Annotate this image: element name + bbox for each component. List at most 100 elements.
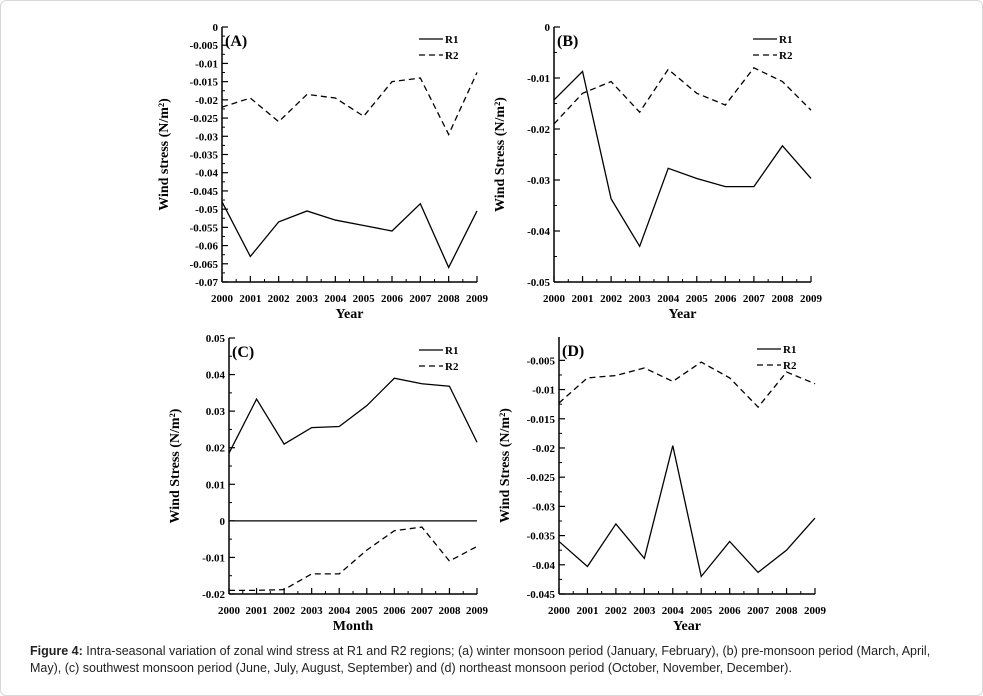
- y-tick-label: -0.015: [190, 77, 219, 89]
- y-tick-label: 0: [545, 22, 551, 34]
- x-tick-label: 2008: [438, 293, 461, 305]
- x-tick-label: 2006: [719, 605, 742, 617]
- x-tick-label: 2005: [686, 293, 709, 305]
- x-tick-label: 2007: [411, 605, 434, 617]
- y-tick-label: -0.02: [527, 124, 550, 136]
- y-tick-label: 0: [213, 22, 219, 34]
- y-tick-label: -0.025: [190, 113, 219, 125]
- legend-label-r1: R1: [445, 345, 458, 357]
- x-tick-label: 2006: [381, 293, 404, 305]
- legend-label-r2: R2: [445, 50, 459, 62]
- legend-label-r1: R1: [445, 34, 458, 46]
- x-axis-label: Month: [333, 619, 374, 634]
- y-tick-label: 0.01: [206, 479, 225, 491]
- legend-label-r2: R2: [779, 50, 793, 62]
- chart-panel-c: 0.05 0.04 0.03 0.02 0.01 0 -0.01 -0.02 2000 2001 2…: [168, 333, 489, 634]
- chart-panel-b: 0 -0.01 -0.02 -0.03 -0.04 -0.05 2000 2001 2002 20…: [493, 22, 823, 322]
- figure-caption: Figure 4: Intra-seasonal variation of zo…: [30, 643, 960, 677]
- x-tick-label: 2005: [690, 605, 713, 617]
- series-line-r2: [553, 66, 812, 125]
- x-tick-label: 2004: [657, 293, 680, 305]
- x-tick-label: 2002: [605, 605, 628, 617]
- x-tick-label: 2003: [296, 293, 319, 305]
- x-tick-label: 2000: [218, 605, 241, 617]
- x-tick-label: 2003: [301, 605, 324, 617]
- x-tick-label: 2000: [211, 293, 234, 305]
- x-tick-label: 2008: [776, 605, 799, 617]
- legend-label-r1: R1: [779, 34, 792, 46]
- x-tick-label: 2001: [246, 605, 268, 617]
- x-tick-label: 2003: [633, 605, 656, 617]
- x-tick-label: 2002: [600, 293, 623, 305]
- y-tick-label: -0.01: [202, 552, 225, 564]
- series-line-r2: [558, 361, 816, 409]
- series-line-r1: [558, 445, 816, 578]
- x-tick-label: 2004: [662, 605, 685, 617]
- chart-panel-d: -0.005 -0.01 -0.015 -0.02 -0.025 -0.03 -0.035 -…: [498, 337, 827, 634]
- legend-label-r2: R2: [445, 361, 459, 373]
- series-line-r2: [229, 526, 478, 591]
- x-tick-label: 2001: [239, 293, 261, 305]
- x-tick-label: 2007: [747, 605, 770, 617]
- y-tick-label: -0.045: [527, 589, 556, 601]
- y-tick-label: -0.03: [195, 131, 218, 143]
- panel-label: (B): [557, 33, 578, 50]
- x-tick-label: 2002: [273, 605, 296, 617]
- y-tick-label: -0.005: [190, 40, 219, 52]
- x-tick-label: 2009: [466, 293, 489, 305]
- y-tick-label: 0.04: [206, 370, 226, 382]
- y-tick-label: -0.065: [190, 259, 219, 271]
- x-axis-label: Year: [669, 307, 697, 322]
- y-tick-label: -0.015: [527, 414, 556, 426]
- x-tick-label: 2003: [629, 293, 652, 305]
- y-tick-label: 0.02: [206, 443, 226, 455]
- y-tick-label: -0.01: [195, 58, 218, 70]
- x-tick-label: 2008: [771, 293, 794, 305]
- y-axis-label: Wind stress (N/m²): [157, 98, 172, 211]
- y-tick-label: -0.07: [195, 277, 218, 289]
- x-tick-label: 2004: [328, 605, 351, 617]
- y-tick-label: -0.03: [532, 501, 555, 513]
- y-tick-label: -0.035: [190, 150, 219, 162]
- panel-label: (C): [232, 344, 254, 361]
- panel-label: (A): [225, 33, 247, 50]
- x-tick-label: 2009: [804, 605, 827, 617]
- caption-text: Intra-seasonal variation of zonal wind s…: [30, 644, 931, 675]
- x-tick-label: 2004: [324, 293, 347, 305]
- x-tick-label: 2009: [466, 605, 489, 617]
- y-tick-label: -0.04: [532, 560, 555, 572]
- legend-label-r2: R2: [783, 360, 797, 372]
- y-tick-label: -0.035: [527, 531, 556, 543]
- chart-panel-a: 0 -0.005 -0.01 -0.015 -0.02 -0.025 -0.03 -0.035…: [157, 22, 489, 322]
- y-tick-label: -0.025: [527, 472, 556, 484]
- series-line-r1: [221, 201, 478, 269]
- x-tick-label: 2000: [543, 293, 566, 305]
- y-tick-label: -0.04: [195, 168, 218, 180]
- x-tick-label: 2001: [576, 605, 598, 617]
- x-tick-label: 2008: [438, 605, 461, 617]
- x-tick-label: 2001: [572, 293, 594, 305]
- y-tick-label: -0.01: [527, 73, 550, 85]
- series-line-r2: [221, 72, 478, 136]
- x-tick-label: 2002: [268, 293, 291, 305]
- x-axis-label: Year: [673, 619, 701, 634]
- y-tick-label: -0.06: [195, 241, 218, 253]
- legend-label-r1: R1: [783, 344, 796, 356]
- y-tick-label: -0.02: [195, 95, 218, 107]
- caption-label: Figure 4:: [30, 644, 83, 658]
- panel-label: (D): [562, 343, 584, 360]
- x-tick-label: 2009: [800, 293, 823, 305]
- y-axis-label: Wind Stress (N/m²): [498, 408, 513, 523]
- series-line-r1: [553, 70, 812, 248]
- x-tick-label: 2007: [409, 293, 432, 305]
- y-tick-label: -0.055: [190, 222, 219, 234]
- figure-4-charts: 0 -0.005 -0.01 -0.015 -0.02 -0.025 -0.03 -0.035…: [157, 22, 827, 634]
- series-line-r1: [228, 377, 478, 454]
- y-tick-label: -0.005: [527, 355, 556, 367]
- x-tick-label: 2005: [356, 605, 379, 617]
- y-tick-label: -0.04: [527, 226, 550, 238]
- x-tick-label: 2000: [548, 605, 571, 617]
- y-tick-label: 0.05: [206, 333, 226, 345]
- y-axis-label: Wind Stress (N/m²): [493, 97, 508, 212]
- y-tick-label: -0.045: [190, 186, 219, 198]
